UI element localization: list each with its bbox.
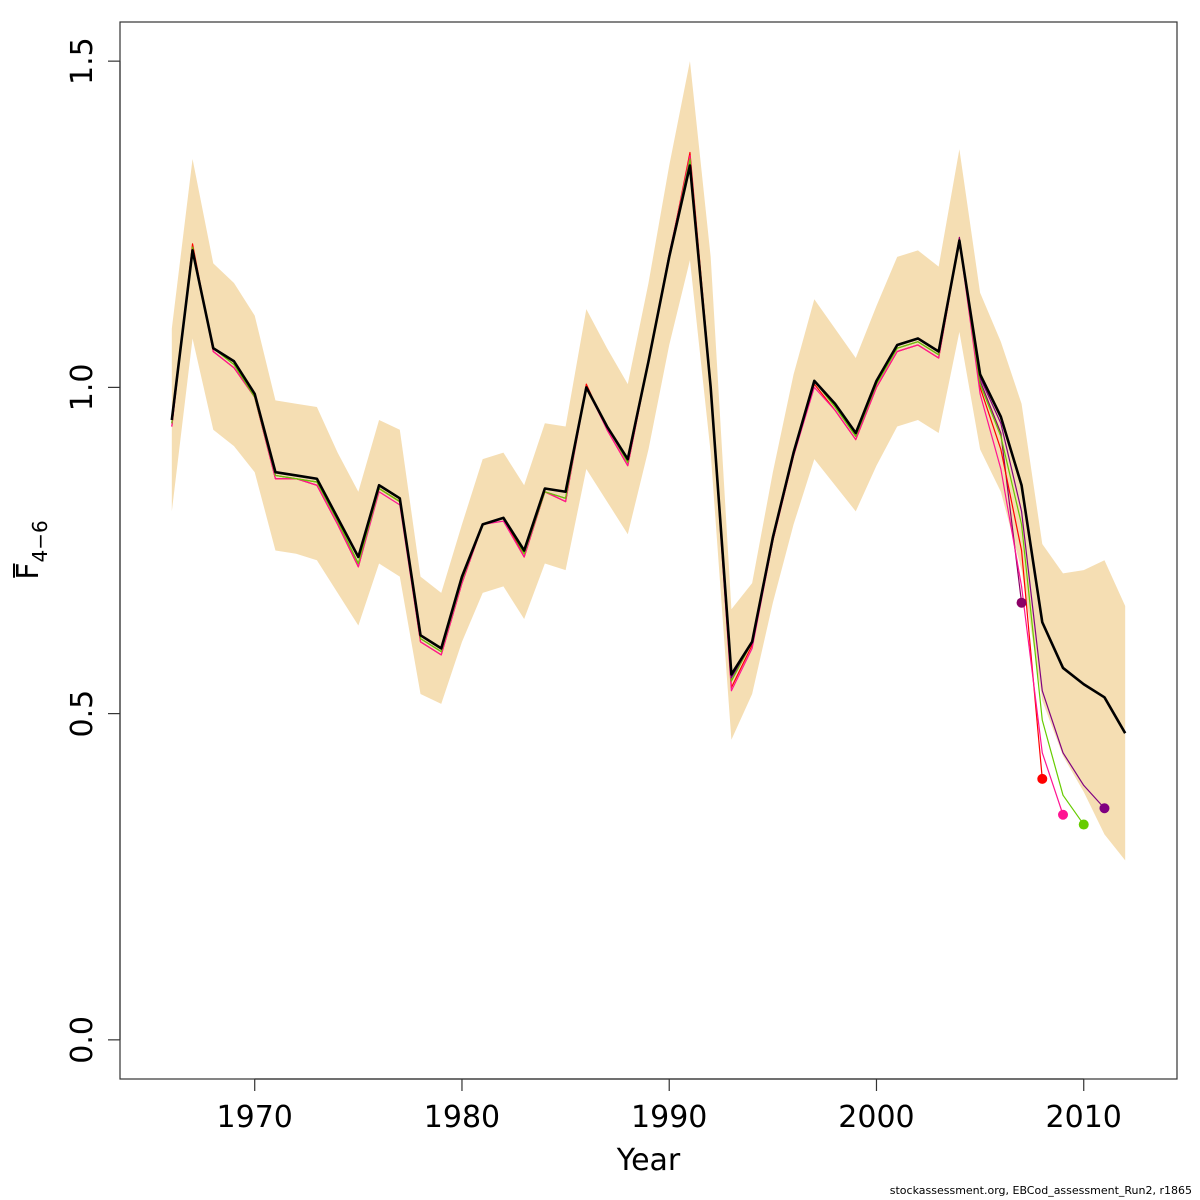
series-endpoint-4 <box>1078 819 1089 830</box>
x-axis: 1970 1980 1990 2000 2010 <box>217 1078 1122 1135</box>
x-axis-title: Year <box>616 1143 681 1178</box>
x-tick-label: 2000 <box>838 1100 914 1135</box>
y-axis-title: F4−6 <box>11 520 52 579</box>
y-tick-label: 1.0 <box>65 364 100 412</box>
y-axis-title-subscript: 4−6 <box>28 520 52 562</box>
series-line-0 <box>170 164 1127 734</box>
series-layer <box>170 151 1127 825</box>
x-tick-label: 1970 <box>217 1100 293 1135</box>
series-line-4 <box>171 158 1085 825</box>
x-tick-label: 1990 <box>631 1100 707 1135</box>
x-tick-label: 2010 <box>1046 1100 1122 1135</box>
series-line-3 <box>171 155 1064 815</box>
series-endpoint-5 <box>1099 803 1110 814</box>
svg-text:F4−6: F4−6 <box>11 520 52 579</box>
x-tick-label: 1980 <box>424 1100 500 1135</box>
y-tick-label: 0.0 <box>65 1016 100 1064</box>
footer-credit: stockassessment.org, EBCod_assessment_Ru… <box>889 1184 1192 1197</box>
series-endpoint-1 <box>1016 597 1027 608</box>
endpoint-markers-layer <box>1016 597 1110 830</box>
series-endpoint-3 <box>1058 809 1069 820</box>
y-axis: 0.0 0.5 1.0 1.5 <box>65 37 121 1064</box>
y-axis-title-main: F <box>11 562 46 579</box>
y-tick-label: 1.5 <box>65 37 100 85</box>
y-tick-label: 0.5 <box>65 690 100 738</box>
series-endpoint-2 <box>1037 773 1048 784</box>
